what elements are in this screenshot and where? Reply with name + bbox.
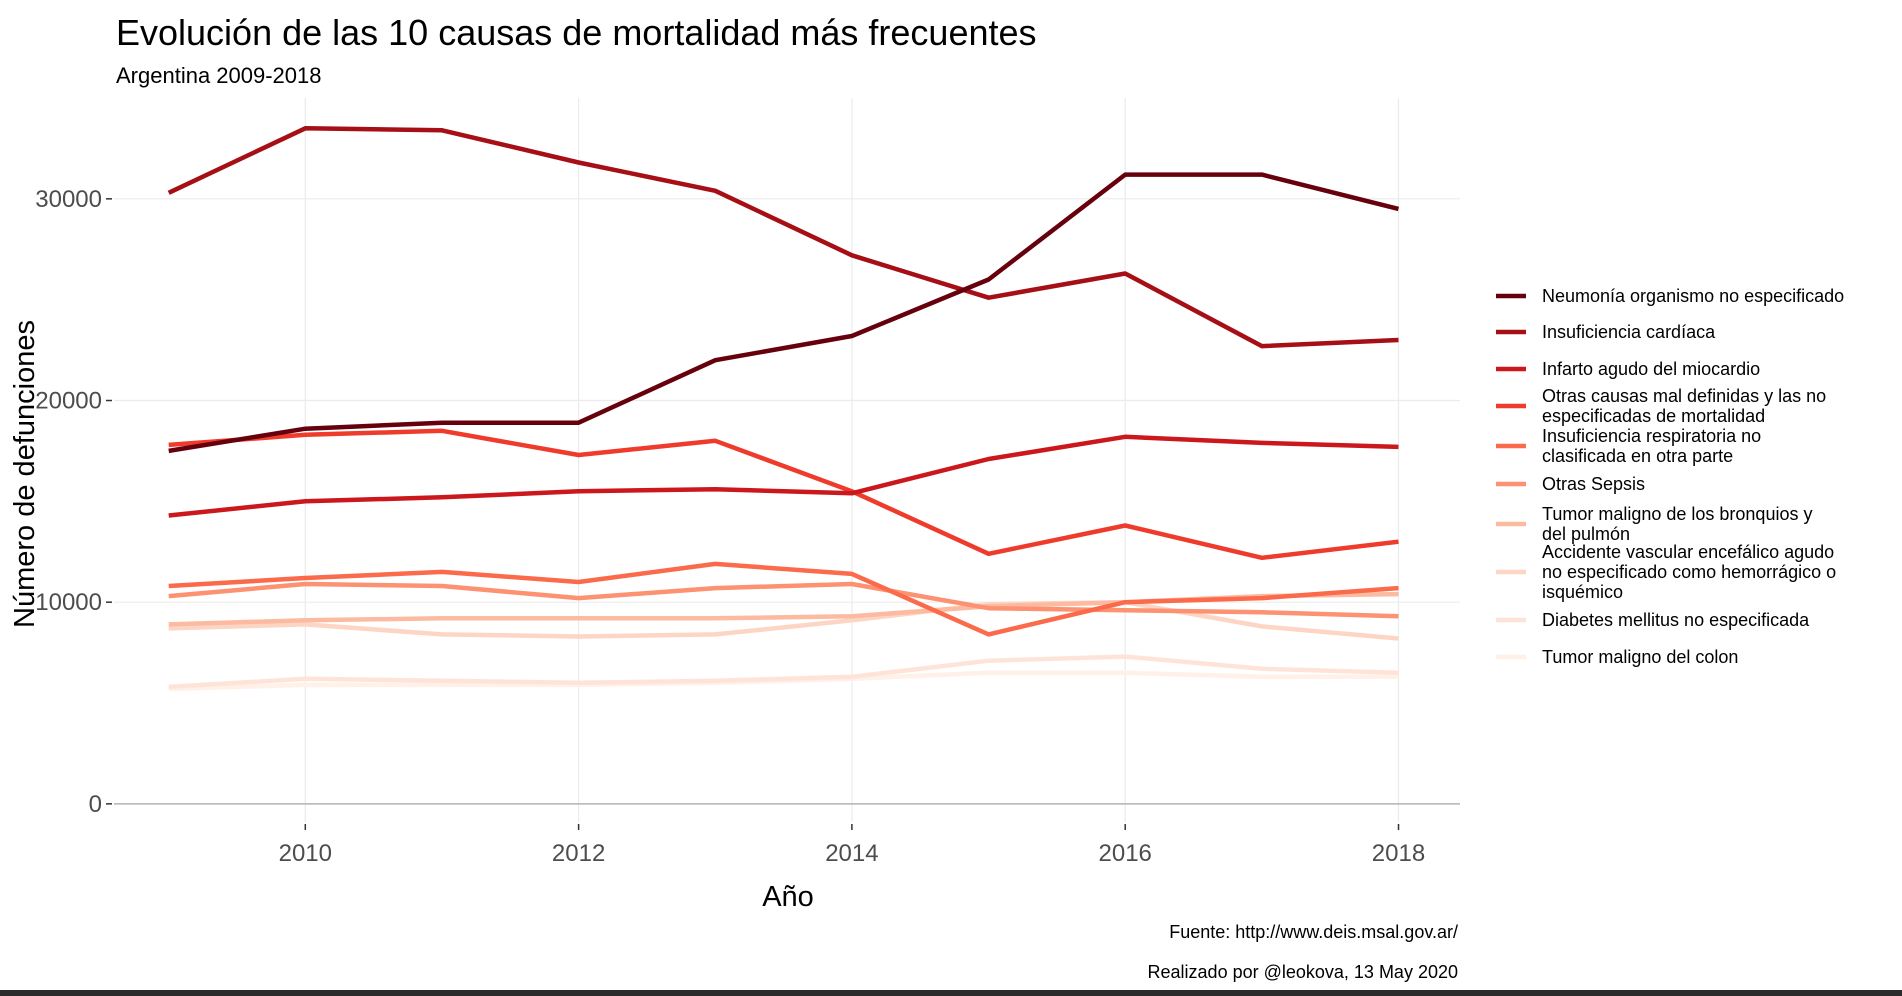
legend-label: Otras causas mal definidas y las no — [1542, 386, 1826, 406]
series-line-2 — [167, 126, 1399, 349]
y-tick-label: 10000 — [35, 589, 102, 616]
x-tick-label: 2010 — [279, 840, 332, 867]
series-line-4 — [168, 428, 1399, 561]
legend-label: Infarto agudo del miocardio — [1542, 359, 1760, 379]
caption-source: Fuente: http://www.deis.msal.gov.ar/ — [1169, 922, 1458, 942]
x-tick-label: 2012 — [552, 840, 605, 867]
series-line-8 — [168, 599, 1399, 641]
x-tick-label: 2014 — [825, 840, 878, 867]
legend-label: especificadas de mortalidad — [1542, 406, 1765, 426]
x-axis-ticks: 2010 2012 2014 2016 2018 — [279, 824, 1425, 867]
y-axis-title: Número de defunciones — [9, 320, 41, 628]
x-tick-label: 2018 — [1372, 840, 1425, 867]
window-bottom-edge — [0, 990, 1902, 996]
series-line-3 — [168, 434, 1399, 518]
y-axis-ticks: 0 10000 20000 30000 — [35, 186, 112, 818]
y-tick-label: 0 — [89, 791, 102, 818]
legend-label: no especificado como hemorrágico o — [1542, 562, 1836, 582]
legend-label: Tumor maligno de los bronquios y — [1542, 504, 1812, 524]
legend: Neumonía organismo no especificado Insufi… — [1496, 286, 1844, 667]
series-line-5 — [168, 561, 1399, 637]
series-line-1 — [168, 172, 1400, 454]
legend-label: Insuficiencia cardíaca — [1542, 322, 1716, 342]
chart-subtitle: Argentina 2009-2018 — [116, 63, 322, 88]
legend-label: Neumonía organismo no especificado — [1542, 286, 1844, 306]
series-lines — [167, 126, 1400, 692]
legend-label: Tumor maligno del colon — [1542, 647, 1738, 667]
chart-title: Evolución de las 10 causas de mortalidad… — [116, 12, 1037, 53]
legend-label: clasificada en otra parte — [1542, 446, 1733, 466]
legend-label: Otras Sepsis — [1542, 474, 1645, 494]
legend-label: Insuficiencia respiratoria no — [1542, 426, 1761, 446]
y-tick-label: 30000 — [35, 186, 102, 213]
caption-author: Realizado por @leokova, 13 May 2020 — [1148, 962, 1458, 982]
y-tick-label: 20000 — [35, 388, 102, 415]
x-tick-label: 2016 — [1099, 840, 1152, 867]
legend-label: del pulmón — [1542, 524, 1630, 544]
legend-label: Diabetes mellitus no especificada — [1542, 610, 1810, 630]
x-axis-title: Año — [762, 881, 814, 913]
series-line-9 — [168, 654, 1399, 690]
grid — [114, 98, 1460, 822]
legend-label: Accidente vascular encefálico agudo — [1542, 542, 1834, 562]
legend-label: isquémico — [1542, 582, 1623, 602]
series-line-6 — [168, 581, 1399, 619]
